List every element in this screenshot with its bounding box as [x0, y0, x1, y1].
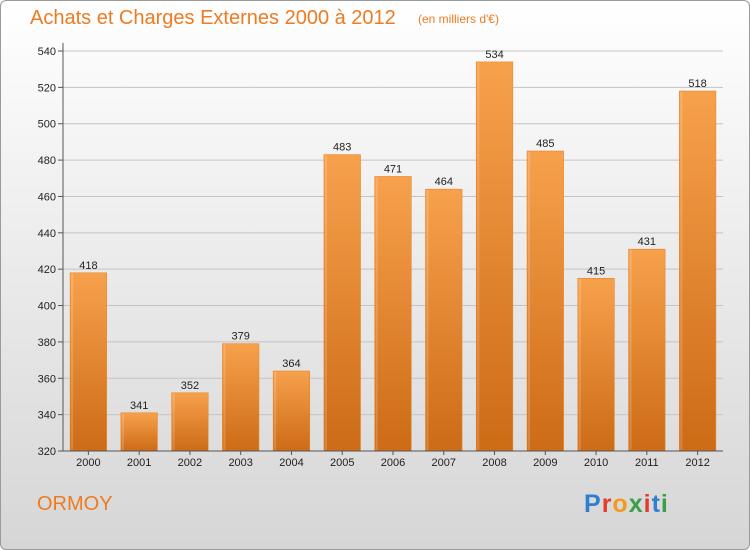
y-tick-label: 480 [38, 155, 56, 167]
x-tick-label: 2010 [584, 457, 608, 469]
bar-highlight [274, 372, 277, 450]
bar-value-label: 485 [536, 138, 554, 150]
bar-highlight [71, 273, 74, 450]
bar [171, 392, 209, 452]
y-tick-label: 340 [38, 410, 56, 422]
x-tick-label: 2002 [178, 457, 202, 469]
town-name: ORMOY [37, 493, 113, 515]
bar-highlight [578, 279, 581, 450]
x-tick-label: 2012 [685, 457, 709, 469]
x-tick-label: 2009 [533, 457, 557, 469]
bar-highlight [680, 92, 683, 450]
bar [374, 176, 412, 452]
bar-value-label: 418 [79, 260, 97, 272]
bar-highlight [426, 190, 429, 450]
x-tick-label: 2004 [279, 457, 303, 469]
x-tick-label: 2008 [482, 457, 506, 469]
bar-highlight [223, 344, 226, 450]
bar [222, 343, 260, 452]
bar [323, 154, 361, 452]
proxiti-logo[interactable]: Proxiti [584, 490, 669, 518]
bar [272, 370, 311, 452]
labels: 418 2000 341 2001 352 2002 379 2003 364 2004 483 20… [76, 49, 710, 469]
bar-value-label: 352 [181, 380, 199, 392]
bar [628, 248, 666, 452]
y-tick-label: 540 [38, 46, 56, 58]
x-tick-label: 2006 [381, 457, 405, 469]
bar-value-label: 415 [587, 265, 605, 277]
x-tick-label: 2001 [127, 457, 151, 469]
bar-value-label: 471 [384, 163, 402, 175]
bar [120, 412, 158, 452]
y-tick-label: 380 [38, 337, 56, 349]
y-tick-label: 420 [38, 264, 56, 276]
axes: 320 340 360 380 400 420 440 460 480 500 520 540 [38, 43, 723, 458]
x-tick-label: 2005 [330, 457, 354, 469]
bar-value-label: 464 [435, 176, 453, 188]
y-tick-label: 320 [38, 446, 56, 458]
bar-value-label: 379 [232, 331, 250, 343]
y-tick-label: 440 [38, 228, 56, 240]
y-tick-label: 500 [38, 119, 56, 131]
chart-subtitle: (en milliers d'€) [418, 12, 499, 26]
bar-highlight [324, 155, 327, 451]
bars [69, 61, 717, 452]
bar-value-label: 364 [282, 358, 300, 370]
bar [526, 150, 564, 452]
bar [425, 188, 463, 452]
bar-highlight [121, 413, 124, 450]
y-tick-label: 360 [38, 373, 56, 385]
chart-title: Achats et Charges Externes 2000 à 2012 [30, 7, 396, 29]
y-tick-label: 520 [38, 82, 56, 94]
x-tick-label: 2000 [76, 457, 100, 469]
bar-highlight [629, 250, 632, 450]
bar [69, 272, 107, 452]
y-tick-label: 400 [38, 301, 56, 313]
bar-highlight [528, 152, 531, 450]
bar-value-label: 534 [485, 49, 503, 61]
bar [679, 90, 717, 452]
x-tick-label: 2007 [432, 457, 456, 469]
bar-value-label: 431 [638, 236, 656, 248]
bar [577, 277, 615, 452]
x-tick-label: 2003 [228, 457, 252, 469]
bar-value-label: 341 [130, 400, 148, 412]
bar-value-label: 518 [688, 78, 706, 90]
bar-highlight [172, 393, 175, 450]
y-tick-label: 460 [38, 191, 56, 203]
bar-highlight [375, 177, 378, 451]
x-tick-label: 2011 [635, 457, 659, 469]
bar-value-label: 483 [333, 142, 351, 154]
bar-highlight [477, 62, 480, 451]
bar [475, 61, 514, 452]
